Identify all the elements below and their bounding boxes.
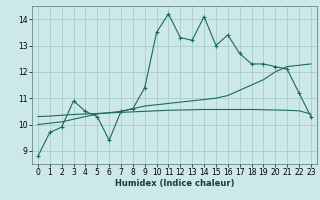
X-axis label: Humidex (Indice chaleur): Humidex (Indice chaleur): [115, 179, 234, 188]
